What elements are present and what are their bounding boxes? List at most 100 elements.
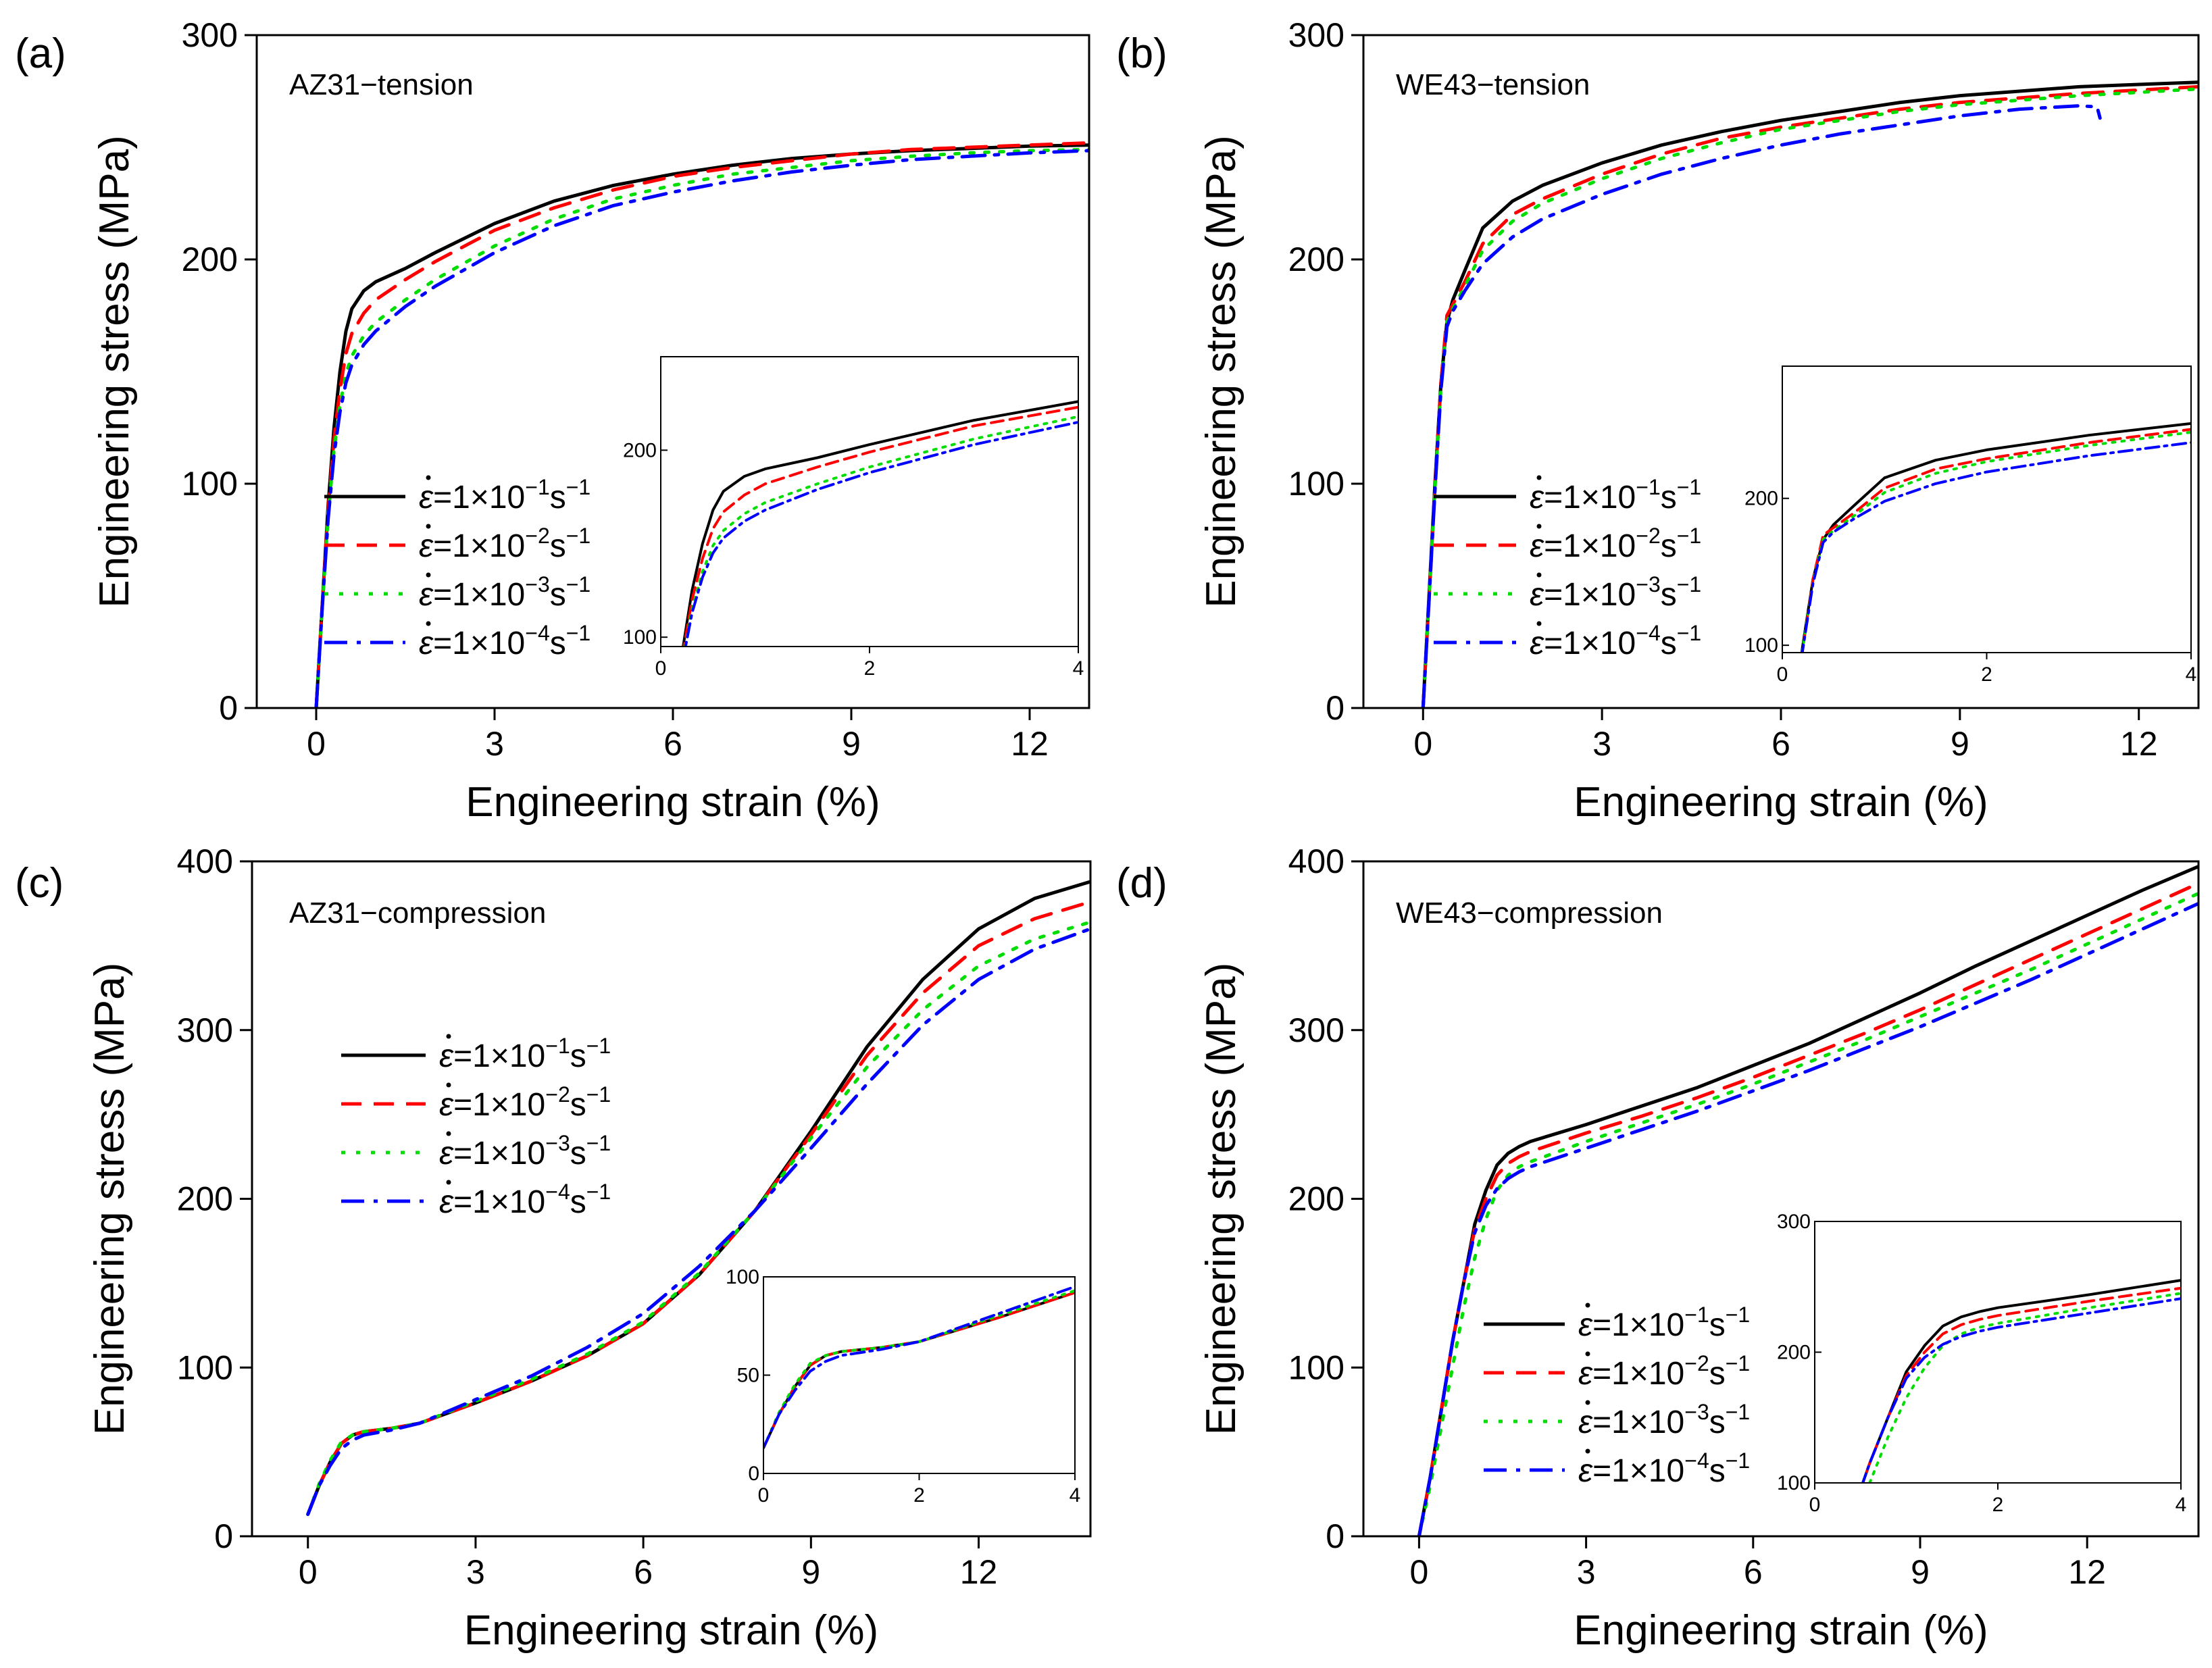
sample-label: WE43−tension (1396, 68, 1590, 101)
legend-label: ε=1×10−2s−1 (419, 524, 590, 564)
legend-unit: s (550, 480, 566, 515)
legend-label: ε=1×10−3s−1 (419, 572, 590, 613)
inset-frame (660, 356, 1079, 647)
legend-label: ε=1×10−2s−1 (1578, 1351, 1750, 1392)
legend-exponent: −2 (545, 1082, 570, 1107)
legend-unit: s (550, 626, 566, 661)
legend-rate: =1×10 (433, 480, 525, 515)
x-axis-title: Engineering strain (%) (464, 1607, 878, 1654)
inset: 0 2 4 100 200 (1744, 365, 2196, 686)
epsilon-symbol: ε (1530, 626, 1544, 661)
y-tick-label: 0 (219, 689, 238, 727)
legend-label: ε=1×10−4s−1 (1578, 1448, 1750, 1489)
legend-unit: s (550, 528, 566, 564)
sample-label: AZ31−tension (289, 68, 474, 101)
panel-label: (d) (1116, 860, 1167, 907)
x-tick-label: 12 (1011, 725, 1049, 763)
inset-series-4 (1801, 441, 2191, 653)
inset-x-tick-label: 2 (1981, 663, 1992, 686)
rate-dot (1585, 1351, 1590, 1357)
inset-x-tick-label: 4 (1070, 1484, 1081, 1507)
rate-dot (1536, 475, 1542, 480)
x-tick-label: 0 (307, 725, 326, 763)
inset-series-4 (763, 1285, 1075, 1450)
legend-unit: s (1661, 528, 1677, 564)
legend-label: ε=1×10−3s−1 (1530, 572, 1701, 613)
epsilon-symbol: ε (1578, 1307, 1593, 1343)
legend-rate: =1×10 (433, 577, 525, 613)
legend-label: ε=1×10−3s−1 (439, 1131, 611, 1171)
inset-x-tick-label: 2 (913, 1484, 925, 1507)
inset-border (1782, 365, 2192, 653)
x-tick-label: 6 (1744, 1553, 1763, 1591)
x-axis-title: Engineering strain (%) (1574, 1607, 1988, 1654)
legend-rate: =1×10 (1592, 1453, 1684, 1489)
inset-border (660, 356, 1079, 647)
rate-dot (1536, 621, 1542, 626)
x-tick-label: 6 (634, 1553, 653, 1591)
legend: ε=1×10−1s−1ε=1×10−2s−1ε=1×10−3s−1ε=1×10−… (324, 475, 590, 661)
legend-label: ε=1×10−2s−1 (1530, 524, 1701, 564)
rate-dot (1536, 572, 1542, 578)
epsilon-symbol: ε (419, 626, 434, 661)
legend-unit-exponent: −1 (1677, 621, 1701, 645)
x-tick-label: 9 (842, 725, 861, 763)
x-axis-title: Engineering strain (%) (466, 779, 880, 826)
rate-dot (446, 1034, 451, 1039)
legend-unit-exponent: −1 (586, 1180, 611, 1204)
inset-y-tick-label: 300 (1777, 1211, 1811, 1233)
y-tick-label: 100 (182, 465, 238, 503)
legend: ε=1×10−1s−1 ε=1×10−2s−1 ε=1×10−3s−1 ε=1×10−… (1484, 1303, 1750, 1489)
legend-unit-exponent: −1 (566, 572, 590, 597)
main-series-4 (314, 149, 1089, 708)
y-tick-label: 200 (1288, 241, 1344, 278)
legend-label: ε=1×10−1s−1 (1578, 1303, 1750, 1343)
legend-label: ε=1×10−1s−1 (419, 475, 590, 515)
legend-exponent: −2 (525, 524, 549, 548)
inset-x-tick-label: 0 (1777, 663, 1788, 686)
legend-exponent: −2 (1636, 524, 1660, 548)
legend-label: ε=1×10−3s−1 (1578, 1400, 1750, 1440)
sample-label: WE43−compression (1396, 896, 1663, 930)
legend-exponent: −4 (1636, 621, 1660, 645)
inset: 0 2 4 0 50 100 (726, 1266, 1081, 1507)
y-tick-label: 400 (177, 842, 233, 880)
y-tick-label: 0 (1326, 1517, 1344, 1555)
y-axis-title: Engineering stress (MPa) (91, 135, 138, 608)
legend-rate: =1×10 (1544, 626, 1636, 661)
inset-series-1 (682, 400, 1078, 647)
inset-series-4 (1861, 1297, 2181, 1483)
inset-frame (1814, 1221, 2182, 1484)
x-tick-label: 0 (1413, 725, 1432, 763)
legend-unit: s (1709, 1405, 1726, 1440)
panel-a: 0 3 6 9 12 0 100 200 300 Engineering strain (%) En… (15, 16, 1090, 826)
epsilon-symbol: ε (1578, 1405, 1593, 1440)
legend-unit: s (1661, 626, 1677, 661)
legend-unit: s (570, 1136, 586, 1171)
inset-x-tick-label: 0 (655, 657, 667, 680)
legend-exponent: −4 (525, 621, 549, 645)
legend-exponent: −4 (545, 1180, 570, 1204)
inset-y-tick-label: 100 (623, 626, 657, 649)
legend: ε=1×10−1s−1ε=1×10−2s−1ε=1×10−3s−1ε=1×10−… (1434, 475, 1701, 661)
legend-unit-exponent: −1 (1677, 572, 1701, 597)
panel-label: (b) (1116, 30, 1167, 77)
x-tick-label: 3 (1592, 725, 1611, 763)
legend-label: ε=1×10−4s−1 (439, 1180, 611, 1220)
legend-rate: =1×10 (433, 528, 525, 564)
inset-y-tick-label: 200 (623, 439, 657, 461)
y-axis-title: Engineering stress (MPa) (86, 963, 133, 1436)
legend-unit: s (1709, 1356, 1726, 1392)
epsilon-symbol: ε (1530, 528, 1544, 564)
inset-y-tick-label: 100 (1777, 1472, 1811, 1494)
epsilon-symbol: ε (1578, 1356, 1593, 1392)
epsilon-symbol: ε (439, 1136, 454, 1171)
y-tick-label: 200 (177, 1180, 233, 1218)
legend-unit-exponent: −1 (566, 475, 590, 499)
legend-unit-exponent: −1 (586, 1082, 611, 1107)
inset-x-tick-label: 2 (864, 657, 876, 680)
epsilon-symbol: ε (1578, 1453, 1593, 1489)
legend-unit-exponent: −1 (586, 1131, 611, 1155)
